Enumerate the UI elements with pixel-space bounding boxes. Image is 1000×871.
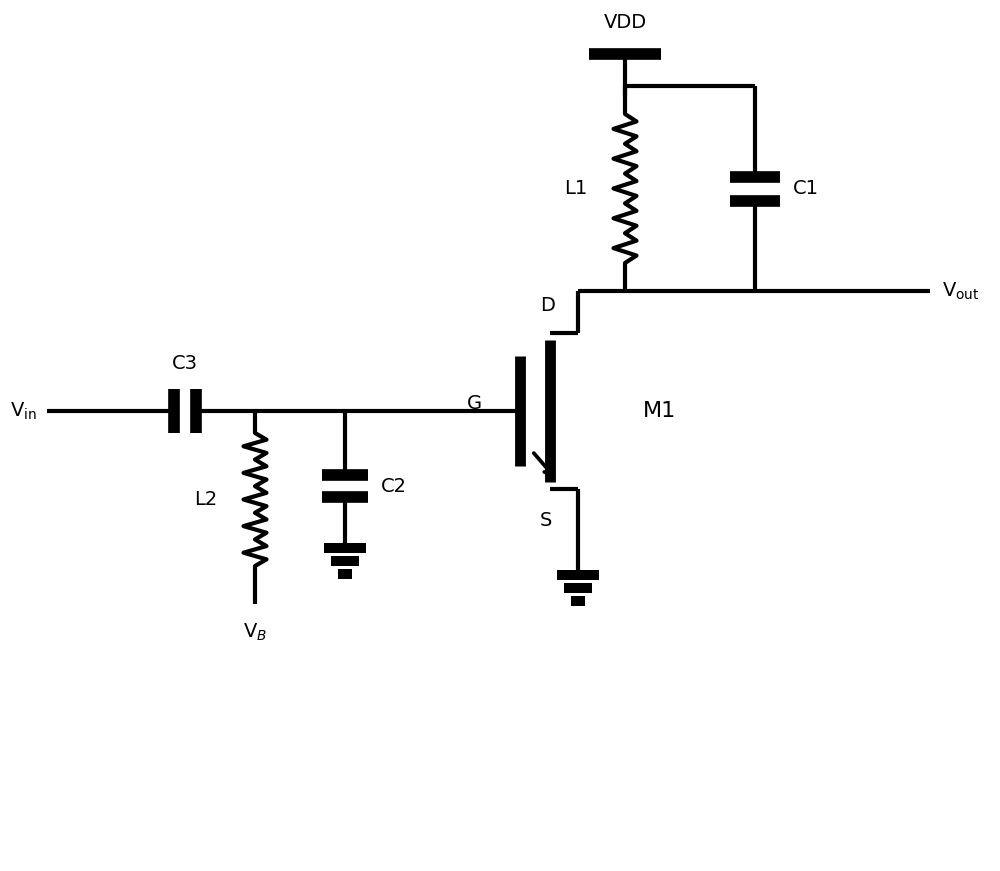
Text: C1: C1 bbox=[793, 179, 819, 198]
Text: V$_{\rm out}$: V$_{\rm out}$ bbox=[942, 280, 980, 301]
Text: C2: C2 bbox=[381, 476, 407, 496]
Text: L2: L2 bbox=[194, 490, 217, 509]
Text: D: D bbox=[540, 296, 555, 315]
Text: C3: C3 bbox=[172, 354, 198, 373]
Text: G: G bbox=[467, 394, 482, 413]
Text: V$_B$: V$_B$ bbox=[243, 622, 267, 644]
Text: S: S bbox=[540, 511, 552, 530]
Text: V$_{\rm in}$: V$_{\rm in}$ bbox=[10, 401, 37, 422]
Text: VDD: VDD bbox=[603, 13, 647, 32]
Text: L1: L1 bbox=[564, 179, 587, 198]
Text: M1: M1 bbox=[643, 401, 676, 421]
